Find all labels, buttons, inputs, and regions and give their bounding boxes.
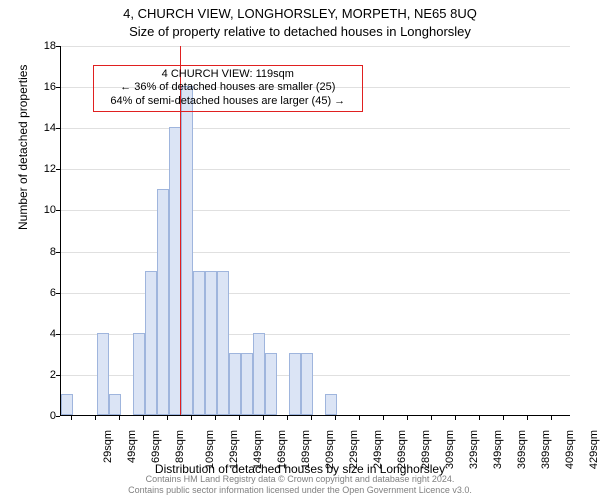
- x-tick-mark: [527, 416, 528, 420]
- y-tick-mark: [56, 293, 60, 294]
- x-tick-label: 229sqm: [348, 430, 360, 469]
- y-tick-mark: [56, 416, 60, 417]
- y-tick-label: 0: [40, 410, 56, 422]
- y-tick-mark: [56, 128, 60, 129]
- y-tick-label: 14: [40, 122, 56, 134]
- gridline-h: [61, 293, 570, 294]
- chart-title-sub: Size of property relative to detached ho…: [0, 24, 600, 39]
- x-tick-label: 249sqm: [372, 430, 384, 469]
- histogram-bar: [241, 353, 253, 415]
- y-tick-mark: [56, 210, 60, 211]
- y-tick-label: 6: [40, 287, 56, 299]
- annotation-box: 4 CHURCH VIEW: 119sqm← 36% of detached h…: [93, 65, 363, 112]
- x-tick-label: 29sqm: [102, 430, 114, 463]
- x-tick-label: 409sqm: [564, 430, 576, 469]
- x-tick-label: 49sqm: [126, 430, 138, 463]
- x-tick-label: 109sqm: [204, 430, 216, 469]
- gridline-h: [61, 128, 570, 129]
- y-tick-mark: [56, 252, 60, 253]
- gridline-h: [61, 252, 570, 253]
- y-tick-mark: [56, 334, 60, 335]
- y-tick-label: 4: [40, 328, 56, 340]
- x-tick-mark: [167, 416, 168, 420]
- histogram-bar: [265, 353, 277, 415]
- histogram-bar: [253, 333, 265, 415]
- histogram-bar: [133, 333, 145, 415]
- histogram-bar: [109, 394, 121, 415]
- x-tick-label: 289sqm: [420, 430, 432, 469]
- histogram-bar: [181, 86, 193, 415]
- gridline-h: [61, 169, 570, 170]
- x-tick-mark: [119, 416, 120, 420]
- histogram-bar: [145, 271, 157, 415]
- y-tick-label: 16: [40, 81, 56, 93]
- y-tick-label: 8: [40, 246, 56, 258]
- y-tick-mark: [56, 169, 60, 170]
- chart-title-main: 4, CHURCH VIEW, LONGHORSLEY, MORPETH, NE…: [0, 6, 600, 21]
- x-tick-mark: [431, 416, 432, 420]
- histogram-bar: [301, 353, 313, 415]
- histogram-bar: [205, 271, 217, 415]
- x-tick-mark: [287, 416, 288, 420]
- histogram-bar: [325, 394, 337, 415]
- x-tick-mark: [383, 416, 384, 420]
- x-tick-mark: [191, 416, 192, 420]
- histogram-bar: [61, 394, 73, 415]
- y-tick-mark: [56, 87, 60, 88]
- x-tick-mark: [455, 416, 456, 420]
- x-tick-label: 169sqm: [276, 430, 288, 469]
- x-tick-mark: [263, 416, 264, 420]
- x-tick-mark: [551, 416, 552, 420]
- x-tick-mark: [71, 416, 72, 420]
- gridline-h: [61, 210, 570, 211]
- x-tick-label: 429sqm: [588, 430, 600, 469]
- x-tick-label: 309sqm: [444, 430, 456, 469]
- x-tick-label: 349sqm: [492, 430, 504, 469]
- x-tick-label: 369sqm: [516, 430, 528, 469]
- footer-line-2: Contains public sector information licen…: [0, 485, 600, 496]
- y-tick-mark: [56, 46, 60, 47]
- x-tick-label: 269sqm: [396, 430, 408, 469]
- x-tick-mark: [143, 416, 144, 420]
- histogram-bar: [193, 271, 205, 415]
- x-tick-label: 329sqm: [468, 430, 480, 469]
- x-tick-mark: [239, 416, 240, 420]
- x-tick-label: 209sqm: [324, 430, 336, 469]
- x-tick-mark: [503, 416, 504, 420]
- y-tick-label: 10: [40, 204, 56, 216]
- plot-area: 4 CHURCH VIEW: 119sqm← 36% of detached h…: [60, 46, 570, 416]
- x-tick-mark: [311, 416, 312, 420]
- y-tick-label: 18: [40, 40, 56, 52]
- histogram-bar: [97, 333, 109, 415]
- histogram-bar: [289, 353, 301, 415]
- x-tick-label: 189sqm: [300, 430, 312, 469]
- x-tick-label: 389sqm: [540, 430, 552, 469]
- x-tick-mark: [215, 416, 216, 420]
- y-tick-label: 2: [40, 369, 56, 381]
- y-axis-label: Number of detached properties: [16, 65, 30, 230]
- annotation-line-3: 64% of semi-detached houses are larger (…: [98, 95, 358, 109]
- x-tick-mark: [95, 416, 96, 420]
- y-tick-label: 12: [40, 163, 56, 175]
- x-tick-label: 69sqm: [150, 430, 162, 463]
- histogram-bar: [229, 353, 241, 415]
- x-tick-mark: [335, 416, 336, 420]
- x-tick-mark: [407, 416, 408, 420]
- y-tick-mark: [56, 375, 60, 376]
- histogram-bar: [157, 189, 169, 415]
- gridline-h: [61, 46, 570, 47]
- x-tick-label: 149sqm: [252, 430, 264, 469]
- histogram-bar: [217, 271, 229, 415]
- annotation-line-2: ← 36% of detached houses are smaller (25…: [98, 81, 358, 95]
- footer-line-1: Contains HM Land Registry data © Crown c…: [0, 474, 600, 485]
- x-tick-label: 89sqm: [174, 430, 186, 463]
- x-tick-mark: [479, 416, 480, 420]
- chart-container: { "title_main": "4, CHURCH VIEW, LONGHOR…: [0, 0, 600, 500]
- annotation-line-1: 4 CHURCH VIEW: 119sqm: [98, 68, 358, 82]
- x-tick-label: 129sqm: [228, 430, 240, 469]
- footer-attribution: Contains HM Land Registry data © Crown c…: [0, 472, 600, 500]
- x-tick-mark: [359, 416, 360, 420]
